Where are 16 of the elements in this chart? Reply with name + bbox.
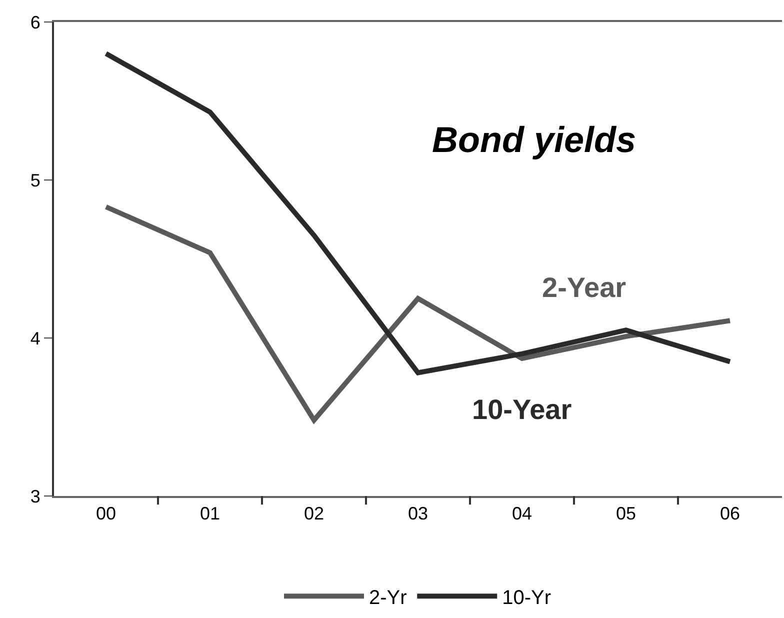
annotation: 10-Year bbox=[472, 394, 572, 425]
y-tick-label: 3 bbox=[30, 486, 40, 506]
legend-label: 2-Yr bbox=[369, 586, 408, 609]
text: Bond yields bbox=[432, 119, 636, 160]
y-tick-label: 6 bbox=[30, 12, 40, 32]
x-tick-label: 02 bbox=[304, 504, 324, 524]
x-tick-label: 06 bbox=[720, 504, 740, 524]
x-tick-label: 04 bbox=[512, 504, 532, 524]
y-tick-label: 4 bbox=[30, 328, 40, 348]
annotation: 2-Year bbox=[542, 272, 626, 303]
x-tick-label: 03 bbox=[408, 504, 428, 524]
x-tick-label: 05 bbox=[616, 504, 636, 524]
x-tick-label: 01 bbox=[200, 504, 220, 524]
x-tick-label: 00 bbox=[96, 504, 116, 524]
y-tick-label: 5 bbox=[30, 170, 40, 190]
legend-label: 10-Yr bbox=[502, 586, 552, 609]
